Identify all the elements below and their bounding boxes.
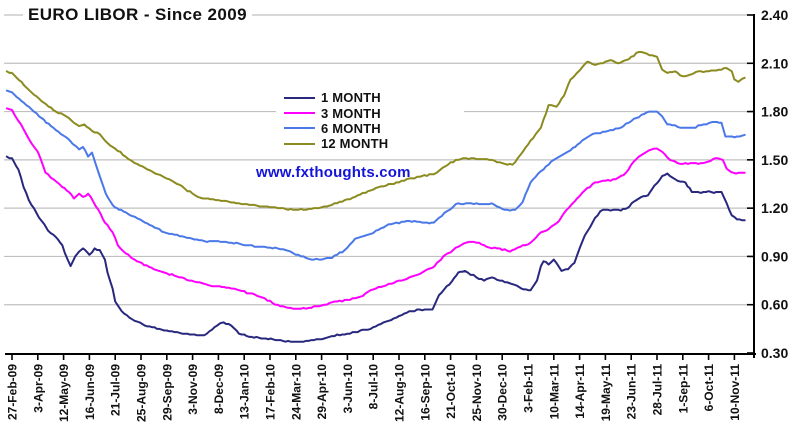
x-tick-label: 12-Aug-10 — [393, 364, 407, 422]
x-tick-label: 28-Jul-11 — [651, 364, 665, 416]
x-tick-label: 24-Mar-10 — [289, 364, 303, 420]
chart-title: EURO LIBOR - Since 2009 — [23, 4, 252, 27]
x-tick-label: 25-Aug-09 — [135, 364, 149, 422]
x-tick-label: 10-Mar-11 — [547, 364, 561, 420]
legend-swatch-6-month-icon — [284, 127, 315, 130]
y-tick-label: 0.30 — [761, 345, 788, 361]
x-tick-label: 3-Jun-10 — [341, 364, 355, 414]
x-tick-label: 29-Apr-10 — [315, 364, 329, 420]
legend-label-6-month: 6 MONTH — [321, 120, 381, 136]
x-tick-label: 10-Nov-11 — [728, 364, 742, 421]
x-tick-label: 13-Jan-10 — [238, 364, 252, 420]
y-tick-label: 1.50 — [761, 152, 788, 168]
x-tick-label: 25-Nov-10 — [470, 364, 484, 422]
x-tick-label: 23-Jun-11 — [625, 364, 639, 420]
series-line-12-month — [5, 51, 746, 211]
legend-label-3-month: 3 MONTH — [321, 105, 381, 121]
legend-item-12-month: 12 MONTH — [284, 136, 464, 151]
x-tick-label: 12-May-09 — [57, 364, 71, 422]
x-tick-label: 30-Dec-10 — [496, 364, 510, 421]
x-tick-label: 3-Nov-09 — [186, 364, 200, 415]
watermark-text: www.fxthoughts.com — [256, 164, 411, 181]
legend-swatch-1-month-icon — [284, 96, 315, 99]
x-tick-label: 21-Jul-09 — [109, 364, 123, 416]
legend-item-6-month: 6 MONTH — [284, 121, 464, 136]
x-tick-label: 3-Apr-09 — [31, 364, 45, 413]
x-tick-label: 14-Apr-11 — [573, 364, 587, 419]
x-tick-label: 29-Sep-09 — [160, 364, 174, 421]
legend-item-1-month: 1 MONTH — [284, 90, 464, 105]
x-tick-label: 1-Sep-11 — [676, 364, 690, 414]
legend: 1 MONTH 3 MONTH 6 MONTH 12 MONTH — [276, 86, 464, 151]
y-tick-label: 2.40 — [761, 7, 788, 23]
x-tick-label: 16-Jun-09 — [83, 364, 97, 420]
y-tick-label: 1.20 — [761, 200, 788, 216]
x-tick-label: 27-Feb-09 — [6, 364, 20, 420]
axes — [5, 14, 756, 360]
y-tick-label: 0.60 — [761, 297, 788, 313]
legend-swatch-12-month-icon — [284, 142, 315, 145]
gridlines — [4, 14, 754, 306]
x-tick-label: 21-Oct-10 — [444, 364, 458, 419]
y-axis-labels: 0.30 0.60 0.90 1.20 1.50 1.80 2.10 2.40 — [761, 7, 788, 361]
y-tick-label: 2.10 — [761, 55, 788, 71]
legend-label-12-month: 12 MONTH — [321, 136, 389, 152]
x-tick-label: 8-Jul-10 — [367, 364, 381, 410]
x-tick-label: 3-Feb-11 — [522, 364, 536, 413]
legend-label-1-month: 1 MONTH — [321, 90, 381, 106]
y-tick-label: 0.90 — [761, 248, 788, 264]
x-tick-label: 16-Sep-10 — [418, 364, 432, 421]
x-axis-labels: 27-Feb-09 3-Apr-09 12-May-09 16-Jun-09 21-Ju… — [6, 364, 742, 422]
x-tick-label: 17-Feb-10 — [264, 364, 278, 420]
series-line-6-month — [5, 89, 746, 261]
y-tick-label: 1.80 — [761, 104, 788, 120]
series-line-3-month — [5, 107, 746, 310]
x-tick-label: 6-Oct-11 — [702, 364, 716, 412]
legend-item-3-month: 3 MONTH — [284, 105, 464, 120]
x-tick-label: 8-Dec-09 — [212, 364, 226, 414]
x-tick-label: 19-May-11 — [599, 364, 613, 422]
series-line-1-month — [5, 155, 746, 343]
legend-swatch-3-month-icon — [284, 112, 315, 115]
